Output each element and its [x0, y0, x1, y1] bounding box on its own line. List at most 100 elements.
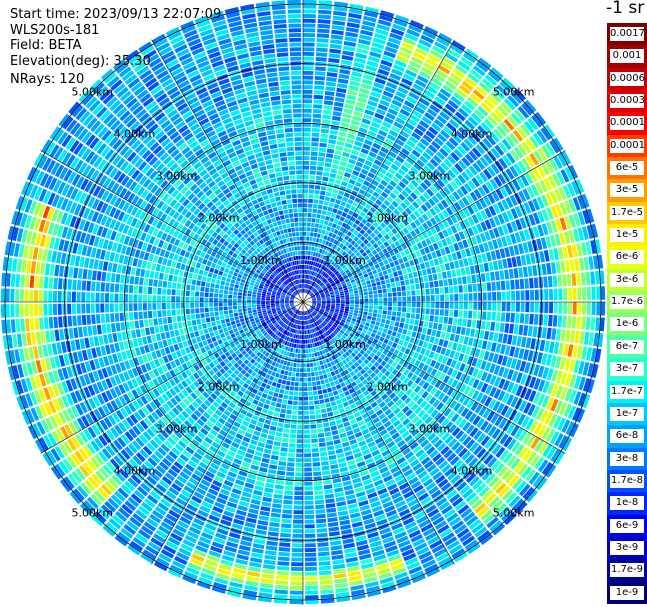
beta-cell	[383, 259, 389, 265]
beta-cell	[530, 302, 535, 313]
beta-cell	[317, 346, 322, 351]
beta-cell	[316, 528, 328, 533]
beta-cell	[511, 290, 516, 301]
beta-cell	[393, 208, 401, 216]
beta-cell	[291, 552, 303, 557]
beta-cell	[469, 246, 476, 256]
beta-cell	[215, 345, 221, 352]
beta-cell	[329, 340, 334, 345]
beta-cell	[373, 298, 378, 302]
beta-cell	[323, 422, 330, 428]
beta-cell	[367, 409, 375, 416]
beta-cell	[520, 302, 525, 312]
beta-cell	[320, 283, 325, 287]
beta-cell	[304, 547, 317, 553]
beta-cell	[525, 253, 532, 265]
beta-cell	[343, 332, 349, 337]
beta-cell	[391, 368, 399, 376]
beta-cell	[468, 302, 473, 310]
beta-cell	[303, 377, 308, 382]
beta-cell	[314, 371, 319, 376]
beta-cell	[241, 491, 252, 498]
beta-cell	[380, 255, 387, 261]
beta-cell	[387, 292, 392, 297]
beta-cell	[411, 307, 416, 313]
beta-cell	[274, 484, 284, 490]
beta-cell	[525, 468, 536, 482]
beta-cell	[572, 302, 577, 315]
beta-cell	[427, 432, 437, 442]
beta-cell	[519, 217, 527, 229]
beta-cell	[412, 83, 425, 93]
beta-cell	[546, 382, 555, 395]
beta-cell	[413, 128, 424, 137]
beta-cell	[574, 258, 580, 272]
beta-cell	[456, 462, 467, 473]
beta-cell	[378, 271, 384, 277]
beta-cell	[323, 332, 328, 337]
beta-cell	[395, 281, 401, 287]
beta-cell	[308, 400, 314, 406]
beta-cell	[289, 386, 295, 391]
beta-cell	[317, 274, 321, 279]
beta-cell	[414, 227, 421, 235]
beta-cell	[332, 390, 339, 396]
beta-cell	[522, 448, 533, 462]
beta-cell	[243, 589, 258, 596]
beta-cell	[286, 361, 291, 366]
beta-cell	[430, 288, 435, 295]
beta-cell	[402, 341, 409, 348]
beta-cell	[363, 518, 375, 525]
beta-cell	[345, 299, 350, 302]
beta-cell	[510, 112, 522, 125]
beta-cell	[389, 392, 397, 400]
beta-cell	[349, 293, 354, 297]
beta-cell	[347, 263, 352, 269]
beta-cell	[547, 175, 557, 189]
beta-cell	[337, 170, 345, 176]
beta-cell	[341, 416, 349, 423]
beta-cell	[307, 329, 310, 334]
beta-cell	[326, 246, 331, 252]
beta-cell	[260, 462, 269, 468]
beta-cell	[419, 70, 432, 80]
beta-cell	[437, 231, 445, 240]
beta-cell	[421, 355, 428, 364]
beta-cell	[335, 384, 342, 390]
beta-cell	[457, 174, 467, 184]
beta-cell	[512, 411, 522, 424]
beta-cell	[326, 512, 337, 518]
beta-cell	[311, 376, 316, 382]
beta-cell	[379, 576, 394, 585]
beta-cell	[346, 384, 353, 390]
beta-cell	[498, 378, 506, 389]
beta-cell	[445, 332, 451, 340]
beta-cell	[281, 437, 289, 443]
beta-cell	[361, 184, 369, 191]
beta-cell	[303, 283, 305, 288]
beta-cell	[305, 590, 319, 595]
beta-cell	[522, 242, 529, 254]
beta-cell	[360, 321, 366, 325]
beta-cell	[449, 261, 455, 270]
beta-cell	[440, 482, 452, 492]
beta-cell	[360, 148, 369, 155]
beta-cell	[235, 558, 248, 566]
beta-cell	[587, 379, 595, 394]
beta-cell	[293, 500, 303, 505]
beta-cell	[338, 377, 344, 384]
beta-cell	[496, 302, 501, 311]
beta-cell	[307, 275, 310, 280]
beta-cell	[340, 59, 353, 66]
beta-cell	[401, 430, 410, 439]
beta-cell	[372, 191, 380, 199]
beta-cell	[414, 542, 428, 552]
beta-cell	[350, 381, 357, 387]
beta-cell	[335, 296, 340, 299]
beta-cell	[469, 442, 479, 453]
beta-cell	[512, 498, 525, 511]
beta-cell	[295, 472, 303, 477]
beta-cell	[303, 51, 315, 57]
beta-cell	[383, 159, 392, 167]
beta-cell	[365, 580, 379, 588]
